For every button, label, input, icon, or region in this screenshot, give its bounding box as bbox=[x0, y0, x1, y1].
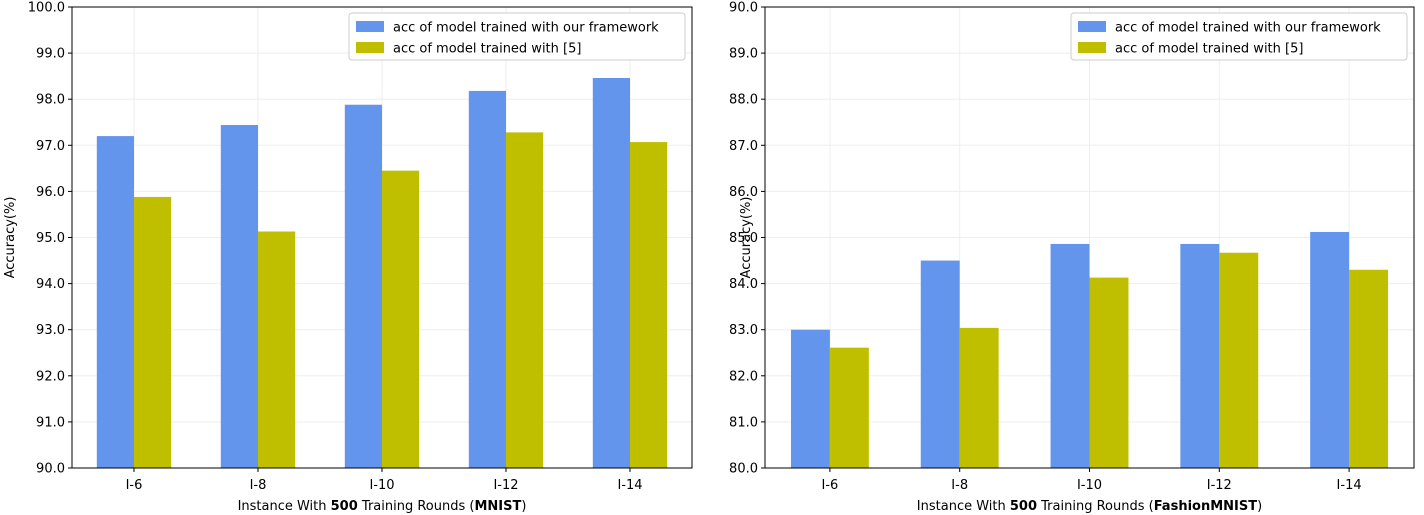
bar-series-1-I-6 bbox=[790, 329, 830, 468]
y-axis-label: Accuracy(%) bbox=[3, 197, 18, 279]
x-tick-label: I-8 bbox=[250, 478, 267, 493]
legend-label-2: acc of model trained with [5] bbox=[1115, 42, 1303, 57]
legend-frame bbox=[348, 12, 686, 61]
legend-label-1: acc of model trained with our framework bbox=[393, 21, 659, 36]
legend-swatch-2 bbox=[1078, 42, 1106, 53]
legend: acc of model trained with our framework a… bbox=[348, 12, 686, 61]
y-tick-label: 86.0 bbox=[729, 185, 758, 200]
bar-series-2-I-6 bbox=[829, 347, 869, 468]
bar-series-2-I-12 bbox=[506, 132, 544, 468]
bar-series-1-I-10 bbox=[344, 104, 382, 469]
bar-series-1-I-8 bbox=[220, 125, 258, 469]
legend: acc of model trained with our framework a… bbox=[1070, 12, 1408, 61]
y-axis-label: Accuracy(%) bbox=[739, 197, 754, 279]
x-tick-label: I-12 bbox=[1207, 478, 1232, 493]
y-tick-label: 97.0 bbox=[36, 139, 65, 154]
bar-series-2-I-14 bbox=[1349, 269, 1389, 468]
y-tick-label: 94.0 bbox=[36, 277, 65, 292]
y-tick-label: 95.0 bbox=[36, 231, 65, 246]
chart-1: 90.0 91.0 92.0 93.0 94.0 95.0 96.0 97.0 98.0 99.0… bbox=[3, 1, 693, 514]
y-tick-label: 90.0 bbox=[36, 462, 65, 477]
y-tick-label: 88.0 bbox=[729, 93, 758, 108]
y-tick-label: 93.0 bbox=[36, 323, 65, 338]
bar-series-1-I-14 bbox=[1310, 231, 1350, 468]
y-tick-label: 98.0 bbox=[36, 93, 65, 108]
y-tick-label: 89.0 bbox=[729, 47, 758, 62]
bar-series-2-I-14 bbox=[630, 142, 668, 468]
y-tick-label: 85.0 bbox=[729, 231, 758, 246]
legend-swatch-1 bbox=[1078, 21, 1106, 32]
x-tick-label: I-14 bbox=[617, 478, 642, 493]
y-tick-label: 91.0 bbox=[36, 415, 65, 430]
y-tick-label: 96.0 bbox=[36, 185, 65, 200]
y-tick-label: 81.0 bbox=[729, 415, 758, 430]
x-tick-label: I-10 bbox=[369, 478, 394, 493]
x-axis-label-part: MNIST bbox=[474, 499, 521, 514]
x-axis-label: Instance With 500 Training Rounds (MNIST… bbox=[238, 499, 527, 514]
x-tick-label: I-6 bbox=[126, 478, 143, 493]
x-axis-label-part: Training Rounds ( bbox=[1037, 499, 1154, 514]
bar-series-2-I-6 bbox=[134, 196, 172, 468]
legend-label-2: acc of model trained with [5] bbox=[393, 42, 581, 57]
legend-frame bbox=[1070, 12, 1408, 61]
legend-swatch-1 bbox=[356, 21, 384, 32]
x-axis-label-part: ) bbox=[1257, 499, 1262, 514]
x-axis-label-part: Instance With bbox=[238, 499, 331, 514]
x-tick-label: I-14 bbox=[1337, 478, 1362, 493]
chart-2: 80.0 81.0 82.0 83.0 84.0 85.0 86.0 87.0 88.0 89.0… bbox=[729, 1, 1415, 514]
x-tick-label: I-10 bbox=[1077, 478, 1102, 493]
y-tick-label: 87.0 bbox=[729, 139, 758, 154]
bar-series-1-I-14 bbox=[592, 77, 630, 468]
x-axis-label: Instance With 500 Training Rounds (Fashi… bbox=[917, 499, 1262, 514]
x-tick-label: I-8 bbox=[951, 478, 968, 493]
y-tick-label: 90.0 bbox=[729, 1, 758, 16]
bar-series-1-I-12 bbox=[468, 90, 506, 468]
y-tick-label: 84.0 bbox=[729, 277, 758, 292]
y-tick-label: 100.0 bbox=[28, 1, 65, 16]
bar-series-1-I-6 bbox=[96, 136, 134, 468]
bar-series-1-I-12 bbox=[1180, 243, 1220, 468]
x-tick-label: I-6 bbox=[822, 478, 839, 493]
x-tick-label: I-12 bbox=[493, 478, 518, 493]
bar-series-2-I-8 bbox=[258, 231, 296, 468]
x-axis-label-part: 500 bbox=[1010, 499, 1037, 514]
x-axis-label-part: 500 bbox=[331, 499, 358, 514]
y-tick-label: 83.0 bbox=[729, 323, 758, 338]
x-axis-label-part: Training Rounds ( bbox=[358, 499, 475, 514]
y-tick-label: 80.0 bbox=[729, 462, 758, 477]
y-tick-label: 82.0 bbox=[729, 369, 758, 384]
bar-series-1-I-8 bbox=[920, 260, 960, 468]
legend-swatch-2 bbox=[356, 42, 384, 53]
x-axis-label-part: Instance With bbox=[917, 499, 1010, 514]
x-axis-label-part: FashionMNIST bbox=[1154, 499, 1258, 514]
legend-label-1: acc of model trained with our framework bbox=[1115, 21, 1381, 36]
bar-series-2-I-12 bbox=[1219, 252, 1259, 468]
bar-series-2-I-10 bbox=[1089, 277, 1129, 468]
bar-series-1-I-10 bbox=[1050, 243, 1090, 468]
bar-series-2-I-8 bbox=[959, 327, 999, 468]
x-axis-label-part: ) bbox=[521, 499, 526, 514]
bar-series-2-I-10 bbox=[382, 170, 420, 468]
y-tick-label: 92.0 bbox=[36, 369, 65, 384]
y-tick-label: 99.0 bbox=[36, 47, 65, 62]
